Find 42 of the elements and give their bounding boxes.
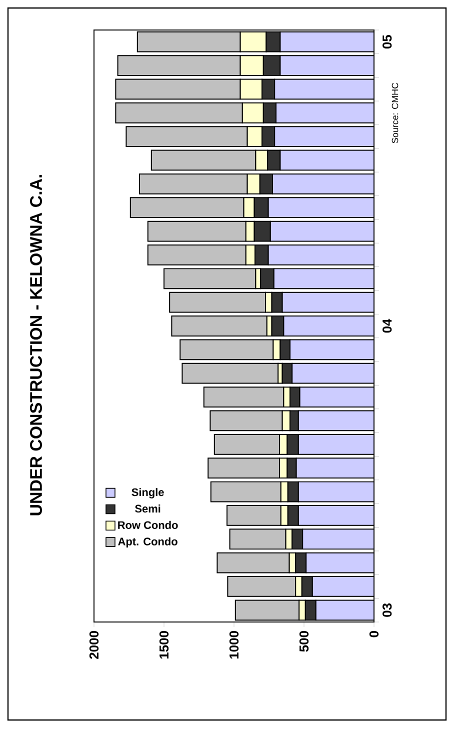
bar — [280, 150, 374, 171]
x-tick-label: 0 — [369, 631, 379, 638]
legend-label: Single — [132, 488, 164, 498]
y-tick-label: 05 — [382, 34, 392, 49]
legend-label: Row Condo — [118, 520, 178, 529]
x-tick-label: 1500 — [159, 631, 169, 659]
bar — [274, 78, 374, 100]
bar — [280, 55, 374, 76]
bar — [298, 434, 374, 455]
bar — [290, 339, 374, 360]
bar — [315, 600, 374, 621]
source-note: Source: CMHC — [392, 82, 398, 144]
text: UNDER CONSTRUCTION - KELOWNA C.A. — [30, 174, 42, 516]
legend-label: Semi — [135, 504, 160, 513]
bar — [312, 576, 374, 597]
bar — [268, 244, 374, 266]
bar — [306, 552, 374, 574]
bar — [280, 31, 374, 52]
bar — [171, 316, 268, 336]
bar — [298, 504, 374, 526]
bar — [164, 268, 256, 290]
x-tick-label: 500 — [299, 631, 309, 652]
bar — [298, 481, 374, 502]
bar — [276, 102, 374, 124]
x-tick-label: 1000 — [229, 631, 239, 659]
bar — [272, 173, 374, 194]
bar — [270, 220, 374, 242]
bar — [274, 126, 374, 147]
bar — [273, 268, 374, 290]
bar — [296, 458, 374, 479]
bar — [292, 362, 374, 384]
legend-label: Apt. Condo — [118, 537, 178, 548]
bar — [283, 316, 374, 336]
y-tick-label: 03 — [382, 603, 392, 617]
bar — [302, 528, 374, 550]
x-tick-label: 2000 — [89, 631, 99, 659]
y-tick-label: 04 — [382, 318, 392, 333]
bar — [282, 292, 374, 313]
bar — [299, 386, 374, 408]
bar — [268, 197, 374, 218]
bar — [298, 410, 374, 432]
bar — [182, 362, 279, 384]
